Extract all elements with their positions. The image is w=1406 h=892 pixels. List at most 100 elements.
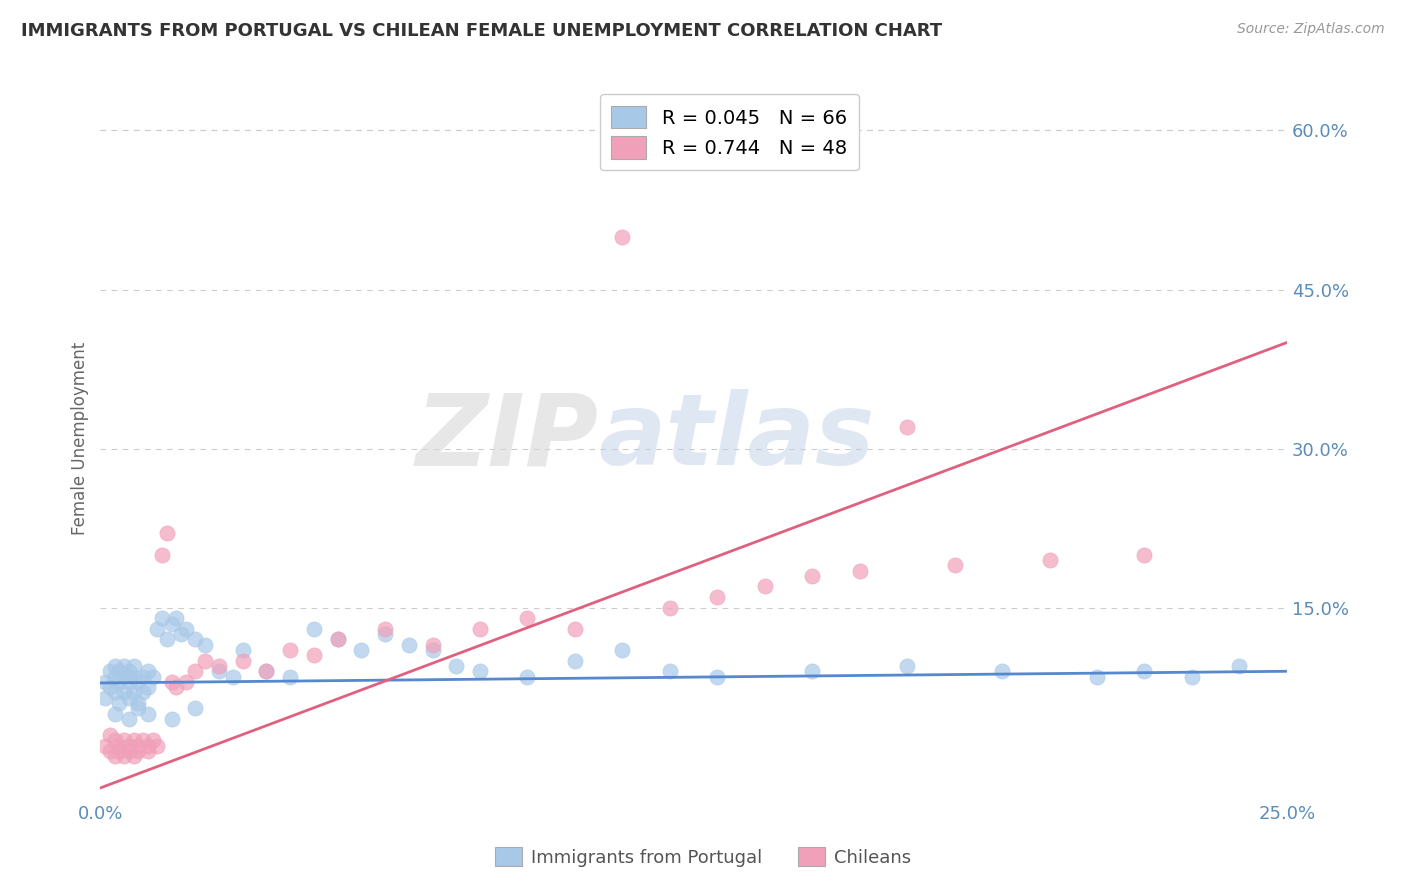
Text: ZIP: ZIP bbox=[416, 390, 599, 486]
Point bbox=[896, 659, 918, 673]
Point bbox=[146, 622, 169, 636]
Point bbox=[150, 548, 173, 562]
Point bbox=[132, 685, 155, 699]
Point bbox=[112, 670, 135, 684]
Point bbox=[165, 611, 187, 625]
Point bbox=[118, 744, 141, 758]
Point bbox=[1133, 665, 1156, 679]
Point bbox=[1181, 670, 1204, 684]
Point bbox=[108, 696, 131, 710]
Point bbox=[374, 627, 396, 641]
Point bbox=[208, 665, 231, 679]
Point bbox=[103, 706, 125, 721]
Point bbox=[122, 670, 145, 684]
Point bbox=[98, 744, 121, 758]
Point bbox=[160, 674, 183, 689]
Point bbox=[103, 670, 125, 684]
Point bbox=[94, 739, 117, 753]
Point bbox=[398, 638, 420, 652]
Point bbox=[112, 685, 135, 699]
Point bbox=[848, 564, 870, 578]
Point bbox=[136, 706, 159, 721]
Point bbox=[1227, 659, 1250, 673]
Point bbox=[208, 659, 231, 673]
Point bbox=[194, 638, 217, 652]
Point bbox=[422, 643, 444, 657]
Point bbox=[122, 733, 145, 747]
Point bbox=[801, 665, 824, 679]
Point bbox=[706, 590, 728, 604]
Point bbox=[326, 632, 349, 647]
Legend: R = 0.045   N = 66, R = 0.744   N = 48: R = 0.045 N = 66, R = 0.744 N = 48 bbox=[600, 95, 859, 170]
Point bbox=[468, 665, 491, 679]
Point bbox=[136, 744, 159, 758]
Point bbox=[122, 749, 145, 764]
Point bbox=[516, 670, 538, 684]
Text: atlas: atlas bbox=[599, 390, 875, 486]
Point bbox=[801, 569, 824, 583]
Point bbox=[278, 670, 301, 684]
Point bbox=[222, 670, 245, 684]
Point bbox=[991, 665, 1014, 679]
Point bbox=[174, 622, 197, 636]
Point bbox=[468, 622, 491, 636]
Point bbox=[302, 622, 325, 636]
Point bbox=[564, 622, 586, 636]
Point bbox=[256, 665, 278, 679]
Point bbox=[118, 690, 141, 705]
Point bbox=[112, 749, 135, 764]
Point bbox=[564, 654, 586, 668]
Point bbox=[184, 665, 207, 679]
Point bbox=[754, 579, 776, 593]
Point bbox=[132, 733, 155, 747]
Point bbox=[98, 728, 121, 742]
Point bbox=[136, 680, 159, 694]
Point bbox=[374, 622, 396, 636]
Point bbox=[1038, 553, 1060, 567]
Point bbox=[127, 696, 149, 710]
Point bbox=[165, 680, 187, 694]
Point bbox=[127, 674, 149, 689]
Point bbox=[612, 229, 634, 244]
Point bbox=[94, 690, 117, 705]
Point bbox=[94, 674, 117, 689]
Point bbox=[127, 701, 149, 715]
Point bbox=[127, 744, 149, 758]
Point bbox=[118, 712, 141, 726]
Point bbox=[142, 670, 165, 684]
Point bbox=[160, 712, 183, 726]
Point bbox=[103, 659, 125, 673]
Point bbox=[150, 611, 173, 625]
Point bbox=[1133, 548, 1156, 562]
Point bbox=[136, 665, 159, 679]
Point bbox=[232, 654, 254, 668]
Point bbox=[658, 600, 681, 615]
Point bbox=[326, 632, 349, 647]
Point bbox=[122, 685, 145, 699]
Point bbox=[658, 665, 681, 679]
Point bbox=[122, 659, 145, 673]
Point bbox=[108, 739, 131, 753]
Point bbox=[302, 648, 325, 663]
Point bbox=[132, 670, 155, 684]
Point bbox=[118, 674, 141, 689]
Point bbox=[184, 632, 207, 647]
Point bbox=[170, 627, 193, 641]
Y-axis label: Female Unemployment: Female Unemployment bbox=[72, 342, 89, 534]
Text: Source: ZipAtlas.com: Source: ZipAtlas.com bbox=[1237, 22, 1385, 37]
Point bbox=[142, 733, 165, 747]
Point bbox=[118, 665, 141, 679]
Point bbox=[136, 739, 159, 753]
Point bbox=[174, 674, 197, 689]
Point bbox=[1085, 670, 1108, 684]
Point bbox=[127, 739, 149, 753]
Point bbox=[160, 616, 183, 631]
Point bbox=[278, 643, 301, 657]
Legend: Immigrants from Portugal, Chileans: Immigrants from Portugal, Chileans bbox=[488, 840, 918, 874]
Point bbox=[232, 643, 254, 657]
Point bbox=[103, 749, 125, 764]
Point bbox=[103, 685, 125, 699]
Point bbox=[446, 659, 468, 673]
Point bbox=[184, 701, 207, 715]
Point bbox=[422, 638, 444, 652]
